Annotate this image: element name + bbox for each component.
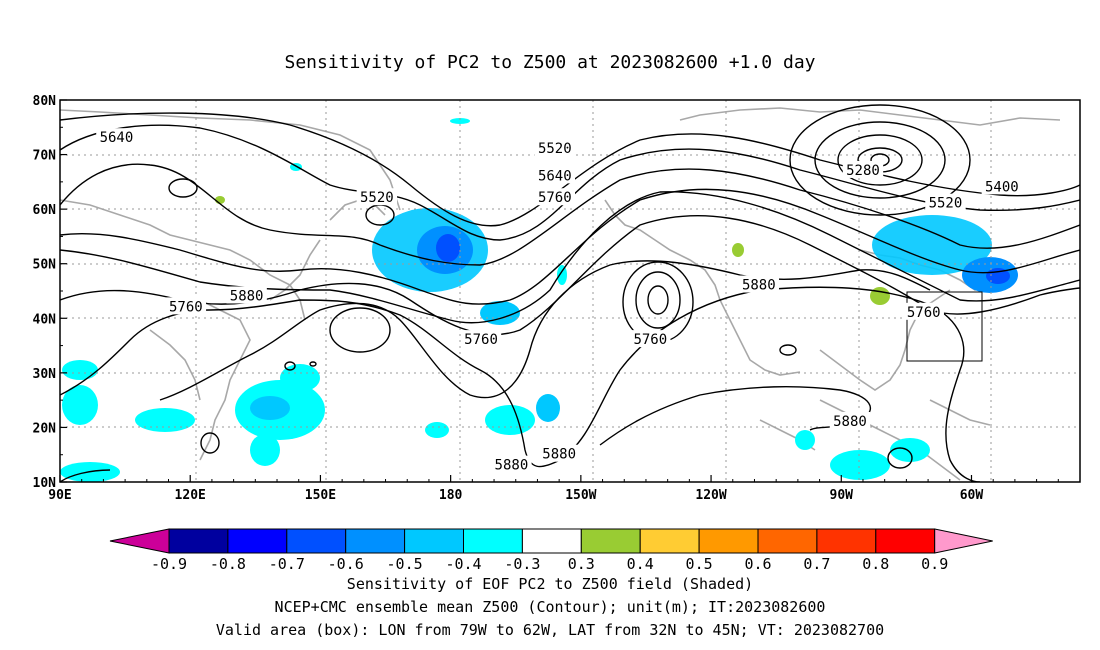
- colorbar-swatch: [168, 528, 229, 554]
- contour-label: 5880: [742, 278, 776, 294]
- x-tick-label: 60W: [960, 488, 984, 503]
- contour-label: 5760: [538, 190, 572, 206]
- map-axes: 90E 120E 150E 180 150W 120W 90W 60W 10N 20N 30N 40N…: [33, 94, 1059, 503]
- contour-label-bg: [226, 286, 267, 304]
- contour-label-bg: [165, 297, 207, 315]
- colorbar-tick-label: -0.5: [387, 555, 423, 573]
- colorbar-tick-label: 0.3: [568, 555, 595, 573]
- colorbar-tick-label: -0.6: [328, 555, 364, 573]
- contour-label: 5520: [360, 190, 394, 206]
- caption-line-1: Sensitivity of EOF PC2 to Z500 field (Sh…: [347, 575, 753, 593]
- colorbar-tick-label: -0.8: [210, 555, 246, 573]
- caption-line-2: NCEP+CMC ensemble mean Z500 (Contour); u…: [275, 598, 826, 616]
- contour-label: 5880: [495, 458, 529, 474]
- contour-label-bg: [534, 139, 576, 157]
- plot-area: [60, 100, 1080, 482]
- y-tick-label: 30N: [33, 367, 57, 382]
- x-tick-label: 120E: [175, 488, 206, 503]
- contour-labels: 5640 5520 5760 5880 5760 5880 5520 5640 5760 5760…: [96, 128, 1023, 474]
- contour-label: 5760: [907, 305, 941, 321]
- colorbar-tick-label: 0.9: [921, 555, 948, 573]
- contour-label: 5880: [230, 288, 264, 304]
- contour-label-bg: [842, 160, 884, 178]
- contour-label-bg: [738, 275, 780, 293]
- contour-label-bg: [460, 330, 502, 348]
- colorbar-tick-label: 0.7: [803, 555, 830, 573]
- contour-label-bg: [829, 411, 871, 429]
- colorbar-low-arrow: [109, 528, 170, 554]
- colorbar-tick-label: -0.3: [504, 555, 540, 573]
- contour-label: 5640: [100, 130, 134, 146]
- x-tick-label: 150E: [305, 488, 336, 503]
- contour-label-bg: [903, 302, 944, 320]
- colorbar-high-arrow: [934, 528, 993, 554]
- colorbar: -0.9 -0.8 -0.7 -0.6 -0.5 -0.4 -0.3 0.3 0.4 0.5 0.6…: [109, 528, 993, 573]
- colorbar-tick-label: 0.8: [862, 555, 889, 573]
- contour-label-bg: [925, 193, 966, 211]
- colorbar-swatch: [580, 528, 641, 554]
- y-tick-label: 60N: [33, 203, 57, 218]
- contour-label-bg: [534, 188, 576, 206]
- x-tick-label: 180: [439, 488, 463, 503]
- contour-label: 5640: [538, 168, 572, 184]
- contour-label: 5880: [542, 447, 576, 463]
- colorbar-swatch: [698, 528, 759, 554]
- contour-label-bg: [630, 330, 671, 348]
- y-tick-label: 20N: [33, 421, 57, 436]
- x-tick-label: 90E: [48, 488, 71, 503]
- contour-label-bg: [96, 128, 137, 146]
- colorbar-swatch: [286, 528, 347, 554]
- colorbar-swatch: [757, 528, 818, 554]
- contour-label: 5760: [633, 332, 667, 348]
- colorbar-swatch: [227, 528, 288, 554]
- contour-label: 5280: [846, 163, 880, 179]
- colorbar-swatch: [816, 528, 877, 554]
- colorbar-tick-label: -0.9: [151, 555, 187, 573]
- contour-label-bg: [981, 177, 1023, 195]
- valid-area-box: [906, 291, 983, 362]
- colorbar-swatch: [639, 528, 700, 554]
- contour-label-bg: [534, 166, 576, 184]
- contour-label: 5520: [929, 196, 963, 212]
- contour-label: 5880: [833, 414, 867, 430]
- colorbar-tick-label: -0.4: [445, 555, 481, 573]
- colorbar-swatch: [404, 528, 465, 554]
- y-tick-label: 80N: [33, 94, 57, 109]
- contour-label-bg: [538, 444, 580, 462]
- colorbar-tick-label: -0.7: [269, 555, 305, 573]
- contour-label-bg: [356, 188, 398, 206]
- y-tick-label: 40N: [33, 312, 57, 327]
- y-tick-label: 50N: [33, 258, 57, 273]
- caption-line-3: Valid area (box): LON from 79W to 62W, L…: [216, 621, 884, 639]
- contour-label: 5520: [538, 141, 572, 157]
- colorbar-swatch: [345, 528, 406, 554]
- map-layers: 5640 5520 5760 5880 5760 5880 5520 5640 5760 5760…: [60, 100, 1080, 482]
- sensitivity-shading: [60, 118, 1018, 482]
- colorbar-tick-label: 0.5: [686, 555, 713, 573]
- x-tick-label: 150W: [565, 488, 596, 503]
- figure-title: Sensitivity of PC2 to Z500 at 2023082600…: [284, 52, 815, 73]
- y-tick-label: 70N: [33, 149, 57, 164]
- colorbar-swatch: [463, 528, 523, 554]
- colorbar-tick-label: 0.4: [627, 555, 654, 573]
- colorbar-tick-label: 0.6: [744, 555, 771, 573]
- y-tick-label: 10N: [33, 476, 57, 491]
- x-tick-label: 120W: [695, 488, 726, 503]
- contour-label: 5760: [464, 332, 498, 348]
- colorbar-swatch: [521, 528, 582, 554]
- contour-label: 5760: [169, 299, 203, 315]
- contour-label-bg: [491, 455, 532, 473]
- contour-label: 5400: [985, 179, 1019, 195]
- colorbar-swatch: [875, 528, 936, 554]
- x-tick-label: 90W: [830, 488, 854, 503]
